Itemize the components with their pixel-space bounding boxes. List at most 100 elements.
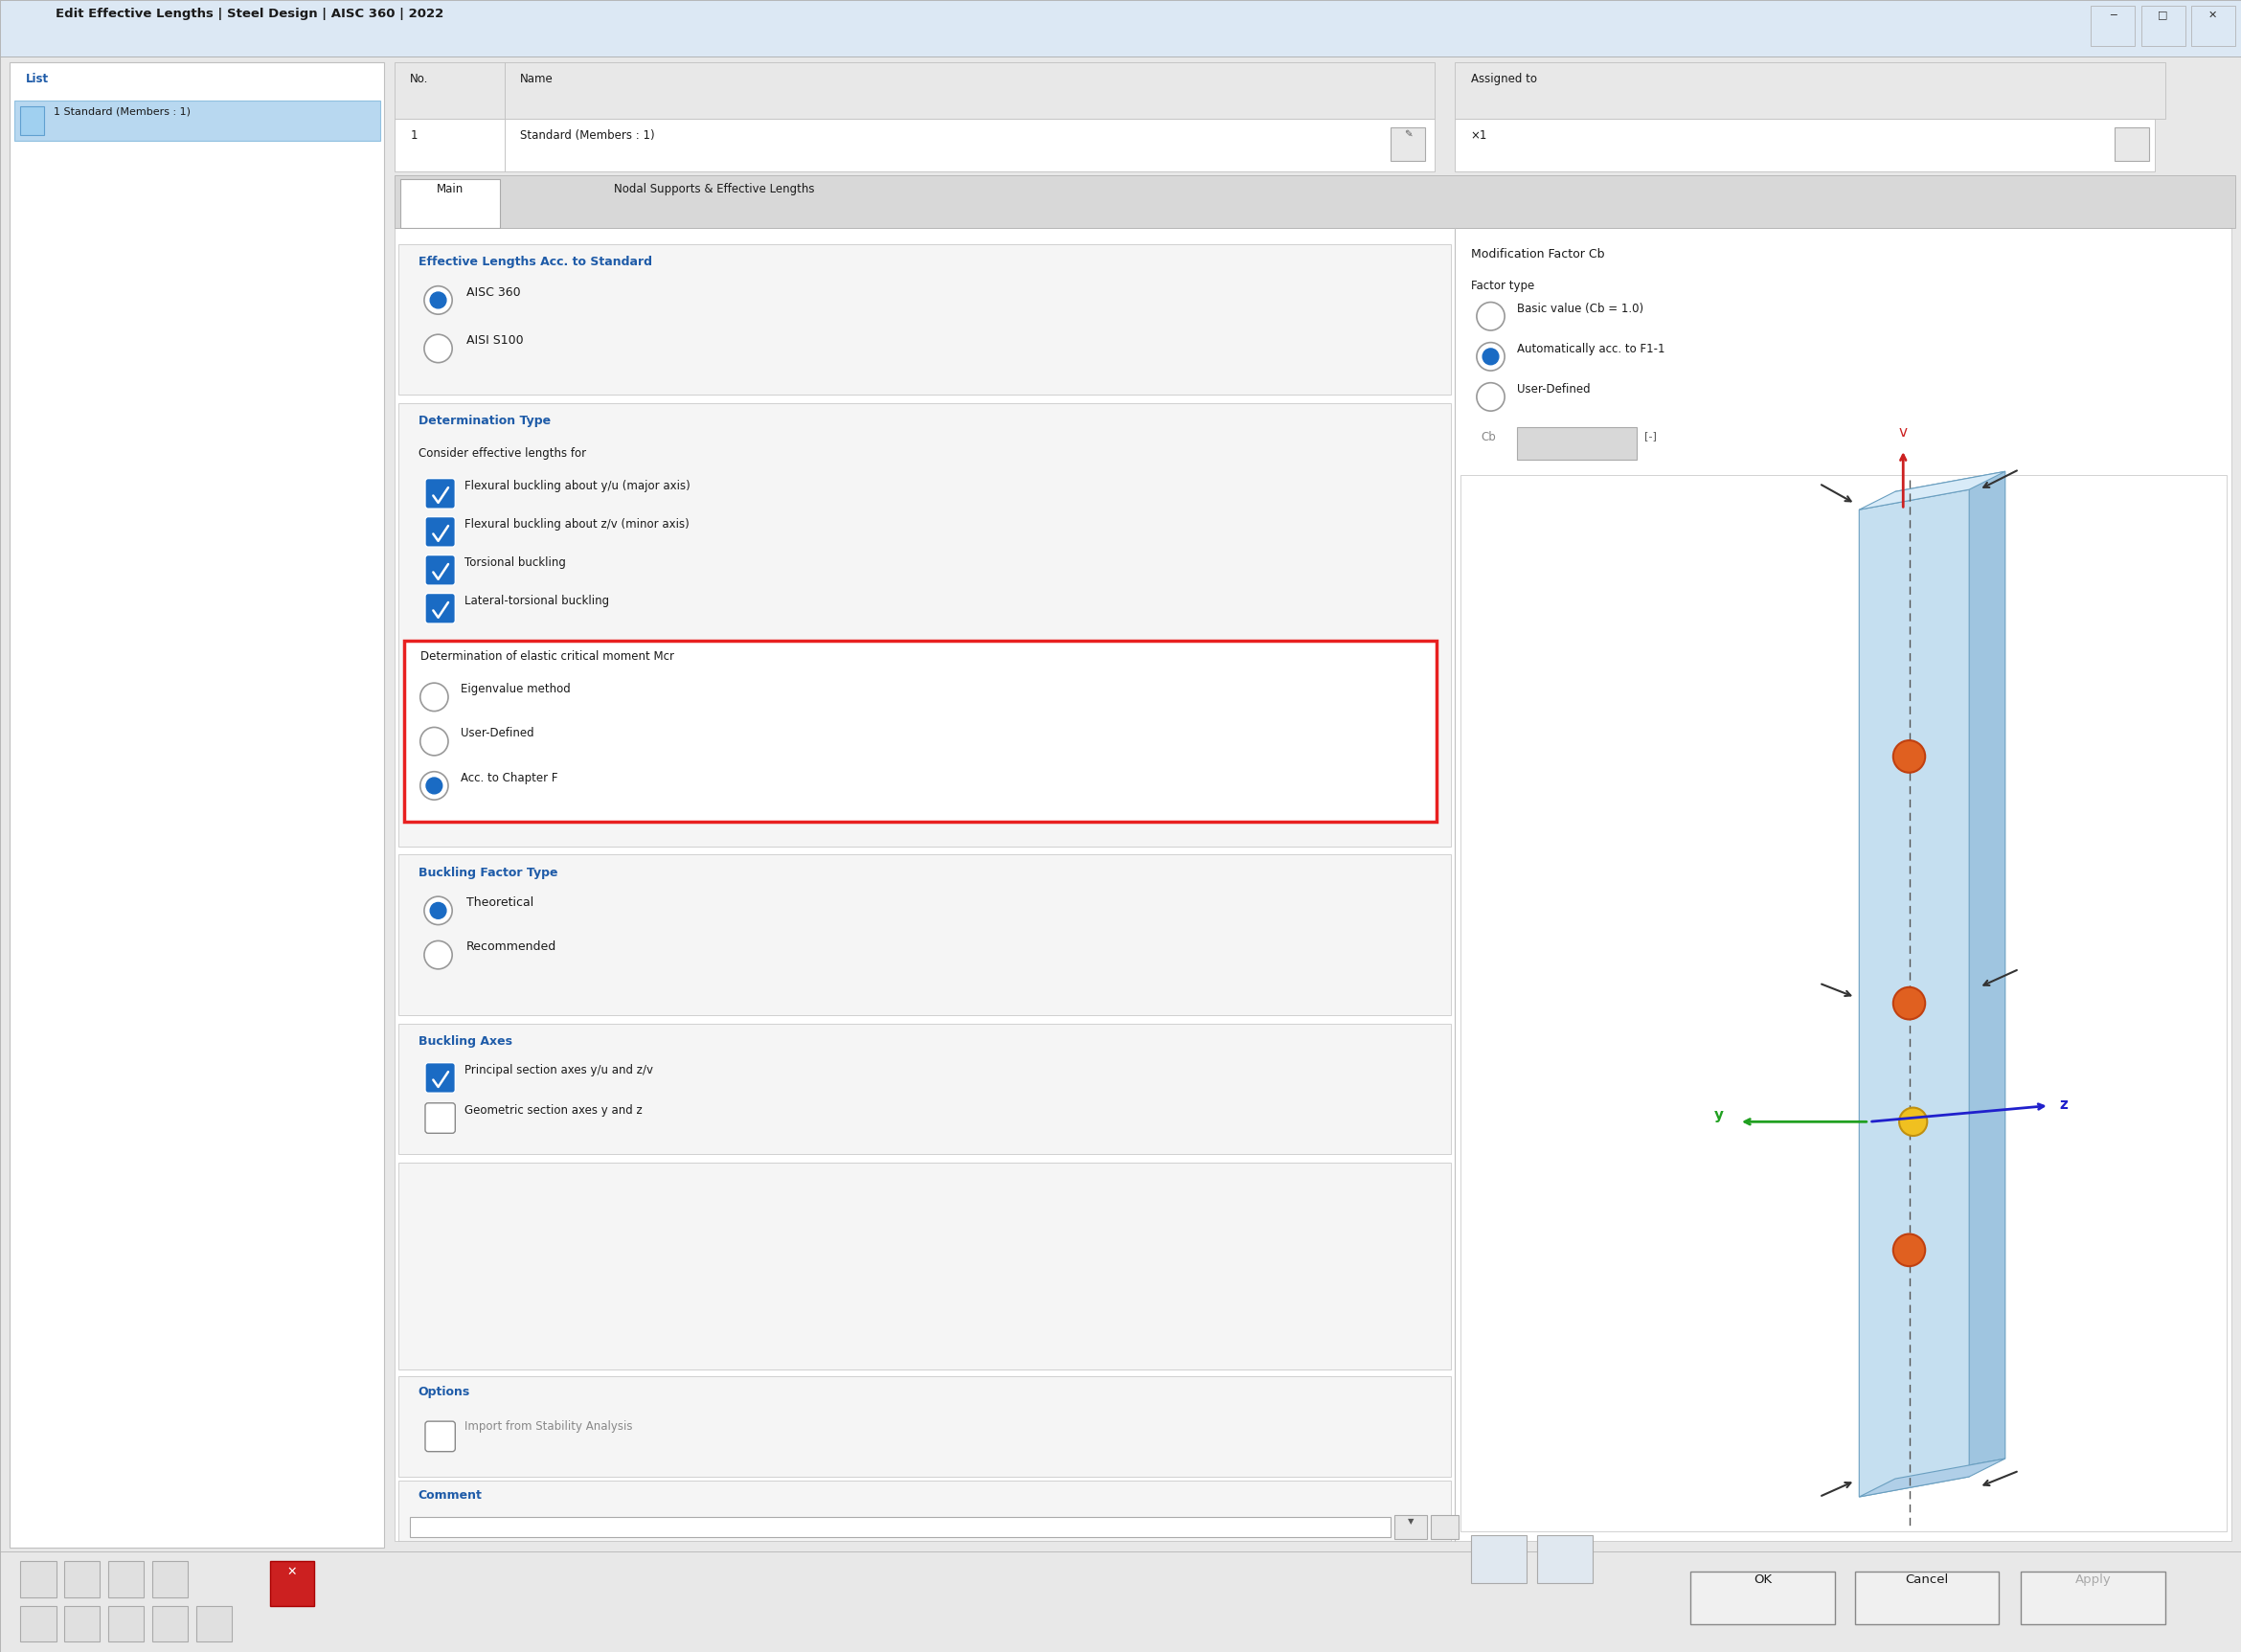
FancyBboxPatch shape	[426, 1421, 455, 1452]
Circle shape	[1477, 342, 1504, 370]
Text: Cancel: Cancel	[1905, 1573, 1947, 1586]
Text: Modification Factor Cb: Modification Factor Cb	[1470, 248, 1605, 261]
FancyBboxPatch shape	[2116, 127, 2149, 162]
Text: AISC 360: AISC 360	[466, 286, 520, 299]
FancyBboxPatch shape	[504, 63, 1434, 119]
FancyBboxPatch shape	[394, 175, 2234, 228]
FancyBboxPatch shape	[9, 63, 383, 1548]
Text: Basic value (Cb = 1.0): Basic value (Cb = 1.0)	[1517, 302, 1643, 314]
FancyBboxPatch shape	[401, 180, 500, 228]
Text: User-Defined: User-Defined	[459, 727, 533, 740]
Circle shape	[1477, 383, 1504, 411]
FancyBboxPatch shape	[410, 1517, 1392, 1536]
Circle shape	[1898, 1107, 1927, 1137]
Polygon shape	[1896, 471, 2006, 1479]
FancyBboxPatch shape	[394, 63, 504, 119]
Text: ✕: ✕	[2207, 10, 2219, 20]
Text: Buckling Factor Type: Buckling Factor Type	[419, 866, 558, 879]
FancyBboxPatch shape	[197, 1606, 233, 1642]
FancyBboxPatch shape	[403, 641, 1436, 823]
FancyBboxPatch shape	[394, 119, 504, 172]
Text: Consider effective lengths for: Consider effective lengths for	[419, 448, 585, 459]
Text: Flexural buckling about z/v (minor axis): Flexural buckling about z/v (minor axis)	[464, 517, 688, 530]
Circle shape	[430, 292, 446, 309]
Text: ▼: ▼	[1407, 1517, 1414, 1526]
FancyBboxPatch shape	[65, 1606, 101, 1642]
FancyBboxPatch shape	[9, 1551, 394, 1642]
FancyBboxPatch shape	[1690, 1571, 1835, 1624]
Text: Edit Effective Lengths | Steel Design | AISC 360 | 2022: Edit Effective Lengths | Steel Design | …	[56, 8, 444, 20]
FancyBboxPatch shape	[399, 1376, 1450, 1477]
Circle shape	[1894, 740, 1925, 773]
FancyBboxPatch shape	[1394, 1515, 1428, 1540]
Circle shape	[1477, 302, 1504, 330]
Text: Options: Options	[419, 1386, 471, 1399]
FancyBboxPatch shape	[13, 101, 381, 140]
FancyBboxPatch shape	[426, 479, 455, 509]
FancyBboxPatch shape	[2140, 7, 2185, 46]
Circle shape	[1484, 349, 1499, 365]
FancyBboxPatch shape	[1454, 119, 2156, 172]
FancyBboxPatch shape	[426, 593, 455, 623]
Text: Main: Main	[437, 183, 464, 197]
FancyBboxPatch shape	[1392, 127, 1425, 162]
FancyBboxPatch shape	[426, 555, 455, 585]
FancyBboxPatch shape	[1470, 1535, 1526, 1584]
FancyBboxPatch shape	[399, 1024, 1450, 1155]
Text: v: v	[1898, 425, 1907, 439]
Circle shape	[424, 334, 453, 363]
Polygon shape	[1860, 471, 2006, 510]
FancyBboxPatch shape	[108, 1561, 143, 1597]
FancyBboxPatch shape	[1461, 476, 2228, 1531]
Text: 1: 1	[410, 129, 417, 142]
Text: Effective Lengths Acc. to Standard: Effective Lengths Acc. to Standard	[419, 256, 652, 268]
Text: Import from Stability Analysis: Import from Stability Analysis	[464, 1421, 632, 1432]
FancyBboxPatch shape	[271, 1561, 314, 1606]
Text: Flexural buckling about y/u (major axis): Flexural buckling about y/u (major axis)	[464, 479, 690, 492]
Text: ×1: ×1	[1470, 129, 1488, 142]
Text: Nodal Supports & Effective Lengths: Nodal Supports & Effective Lengths	[614, 183, 816, 197]
Text: Cb: Cb	[1481, 431, 1495, 444]
Text: Theoretical: Theoretical	[466, 897, 533, 909]
FancyBboxPatch shape	[399, 1163, 1450, 1370]
FancyBboxPatch shape	[426, 517, 455, 547]
Text: AISI S100: AISI S100	[466, 334, 524, 347]
Text: Acc. to Chapter F: Acc. to Chapter F	[459, 771, 558, 785]
Circle shape	[430, 902, 446, 919]
FancyBboxPatch shape	[65, 1561, 101, 1597]
FancyBboxPatch shape	[0, 0, 2241, 56]
Text: 1 Standard (Members : 1): 1 Standard (Members : 1)	[54, 107, 190, 116]
Polygon shape	[1860, 489, 1970, 1497]
Circle shape	[421, 682, 448, 710]
FancyBboxPatch shape	[399, 854, 1450, 1016]
Text: OK: OK	[1755, 1573, 1773, 1586]
Text: y: y	[1714, 1107, 1723, 1122]
FancyBboxPatch shape	[1454, 63, 2165, 119]
FancyBboxPatch shape	[426, 1062, 455, 1094]
Text: Eigenvalue method: Eigenvalue method	[459, 682, 569, 695]
FancyBboxPatch shape	[20, 1606, 56, 1642]
FancyBboxPatch shape	[394, 228, 2232, 1541]
FancyBboxPatch shape	[2192, 7, 2234, 46]
Text: Assigned to: Assigned to	[1470, 73, 1537, 84]
Text: Determination of elastic critical moment Mcr: Determination of elastic critical moment…	[421, 651, 675, 662]
Polygon shape	[1860, 1459, 2006, 1497]
Circle shape	[1894, 988, 1925, 1019]
Text: ✎: ✎	[1405, 129, 1412, 139]
FancyBboxPatch shape	[1430, 1515, 1459, 1540]
Text: ✕: ✕	[287, 1566, 298, 1578]
Text: Geometric section axes y and z: Geometric section axes y and z	[464, 1104, 643, 1117]
FancyBboxPatch shape	[108, 1606, 143, 1642]
FancyBboxPatch shape	[20, 107, 45, 135]
FancyBboxPatch shape	[1517, 428, 1636, 459]
FancyBboxPatch shape	[2021, 1571, 2165, 1624]
Circle shape	[426, 778, 441, 793]
Text: □: □	[2158, 10, 2167, 20]
Text: No.: No.	[410, 73, 428, 84]
FancyBboxPatch shape	[426, 1104, 455, 1133]
Circle shape	[421, 727, 448, 755]
Text: Determination Type: Determination Type	[419, 415, 551, 428]
Text: Standard (Members : 1): Standard (Members : 1)	[520, 129, 654, 142]
Circle shape	[424, 897, 453, 925]
Circle shape	[1894, 1234, 1925, 1265]
